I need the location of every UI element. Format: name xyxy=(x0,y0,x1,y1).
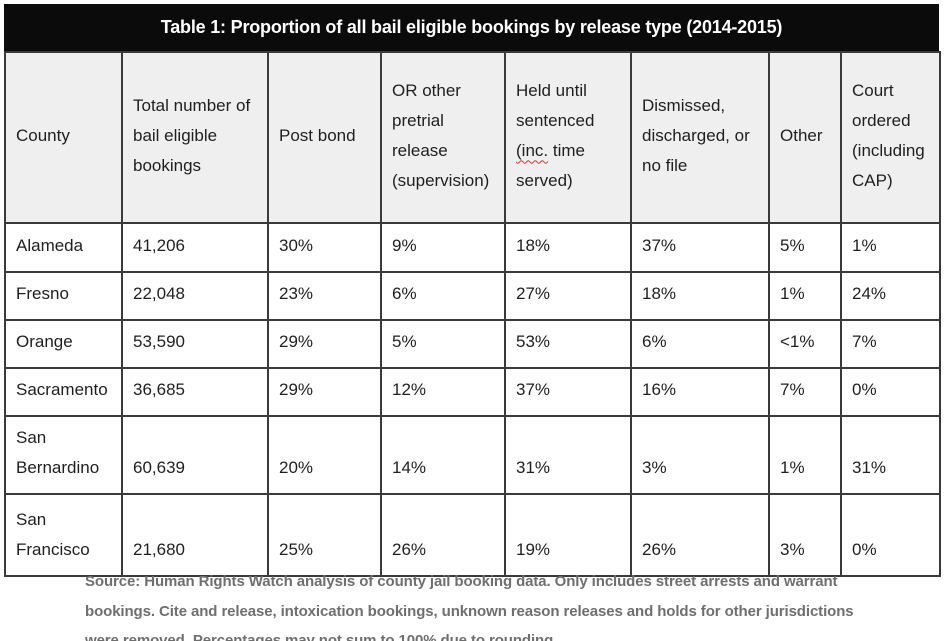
bail-bookings-table: County Total number of bail eligible boo… xyxy=(4,51,941,577)
table-row-alameda: Alameda 41,206 30% 9% 18% 37% 5% 1% xyxy=(4,222,941,273)
held-cell: 37% xyxy=(504,367,632,417)
table-title: Table 1: Proportion of all bail eligible… xyxy=(160,17,783,37)
header-cell-dismissed: Dismissed, discharged, or no file xyxy=(630,51,770,224)
county-cell: Sacramento xyxy=(4,367,123,417)
dismissed-cell: 6% xyxy=(630,319,770,369)
other-cell: 5% xyxy=(768,222,842,273)
header-cell-total-bookings: Total number of bail eligible bookings xyxy=(121,51,269,224)
header-cell-or-pretrial-release: OR other pretrial release (supervision) xyxy=(380,51,506,224)
total-bookings-cell: 21,680 xyxy=(121,493,269,577)
other-cell: 1% xyxy=(768,271,842,321)
court-ordered-cell: 7% xyxy=(840,319,941,369)
total-bookings-cell: 53,590 xyxy=(121,319,269,369)
dismissed-cell: 18% xyxy=(630,271,770,321)
court-ordered-cell: 1% xyxy=(840,222,941,273)
county-cell: Alameda xyxy=(4,222,123,273)
bail-table-container: Table 1: Proportion of all bail eligible… xyxy=(4,4,941,577)
post-bond-cell: 29% xyxy=(267,319,382,369)
held-label-start: Held until sentenced xyxy=(516,80,595,130)
court-ordered-cell: 24% xyxy=(840,271,941,321)
court-ordered-cell: 0% xyxy=(840,367,941,417)
table-row-fresno: Fresno 22,048 23% 6% 27% 18% 1% 24% xyxy=(4,271,941,321)
other-cell: 3% xyxy=(768,493,842,577)
held-cell: 27% xyxy=(504,271,632,321)
total-bookings-cell: 36,685 xyxy=(121,367,269,417)
court-ordered-cell: 31% xyxy=(840,415,941,495)
table-row-san-bernardino: San Bernardino 60,639 20% 14% 31% 3% 1% … xyxy=(4,415,941,495)
total-bookings-cell: 41,206 xyxy=(121,222,269,273)
other-cell: 1% xyxy=(768,415,842,495)
header-cell-post-bond: Post bond xyxy=(267,51,382,224)
header-row: County Total number of bail eligible boo… xyxy=(4,51,941,224)
held-label-end: time served) xyxy=(516,140,585,190)
or-release-cell: 5% xyxy=(380,319,506,369)
other-cell: 7% xyxy=(768,367,842,417)
table-row-orange: Orange 53,590 29% 5% 53% 6% <1% 7% xyxy=(4,319,941,369)
source-note-line: were removed. Percentages may not sum to… xyxy=(85,632,558,641)
header-cell-other: Other xyxy=(768,51,842,224)
or-release-cell: 9% xyxy=(380,222,506,273)
county-cell: San Bernardino xyxy=(4,415,123,495)
or-release-cell: 6% xyxy=(380,271,506,321)
table-title-bar: Table 1: Proportion of all bail eligible… xyxy=(4,4,939,51)
dismissed-cell: 37% xyxy=(630,222,770,273)
total-bookings-cell: 60,639 xyxy=(121,415,269,495)
header-cell-court-ordered: Court ordered (including CAP) xyxy=(840,51,941,224)
held-cell: 19% xyxy=(504,493,632,577)
dismissed-cell: 26% xyxy=(630,493,770,577)
post-bond-cell: 23% xyxy=(267,271,382,321)
or-release-cell: 26% xyxy=(380,493,506,577)
dismissed-cell: 3% xyxy=(630,415,770,495)
court-ordered-cell: 0% xyxy=(840,493,941,577)
header-cell-held-until-sentenced: Held until sentenced (inc. time served) xyxy=(504,51,632,224)
held-cell: 31% xyxy=(504,415,632,495)
source-note-line: bookings. Cite and release, intoxication… xyxy=(85,602,854,620)
county-cell: Fresno xyxy=(4,271,123,321)
header-cell-county: County xyxy=(4,51,123,224)
or-release-cell: 12% xyxy=(380,367,506,417)
post-bond-cell: 29% xyxy=(267,367,382,417)
post-bond-cell: 30% xyxy=(267,222,382,273)
table-row-sacramento: Sacramento 36,685 29% 12% 37% 16% 7% 0% xyxy=(4,367,941,417)
other-cell: <1% xyxy=(768,319,842,369)
post-bond-cell: 25% xyxy=(267,493,382,577)
held-cell: 53% xyxy=(504,319,632,369)
or-release-cell: 14% xyxy=(380,415,506,495)
table-row-san-francisco: San Francisco 21,680 25% 26% 19% 26% 3% … xyxy=(4,493,941,577)
dismissed-cell: 16% xyxy=(630,367,770,417)
held-label-spellcheck-squiggle: (inc. xyxy=(516,140,549,160)
county-cell: Orange xyxy=(4,319,123,369)
total-bookings-cell: 22,048 xyxy=(121,271,269,321)
source-note-line: Source: Human Rights Watch analysis of c… xyxy=(85,573,838,590)
held-cell: 18% xyxy=(504,222,632,273)
post-bond-cell: 20% xyxy=(267,415,382,495)
source-note: Source: Human Rights Watch analysis of c… xyxy=(85,567,895,641)
county-cell: San Francisco xyxy=(4,493,123,577)
